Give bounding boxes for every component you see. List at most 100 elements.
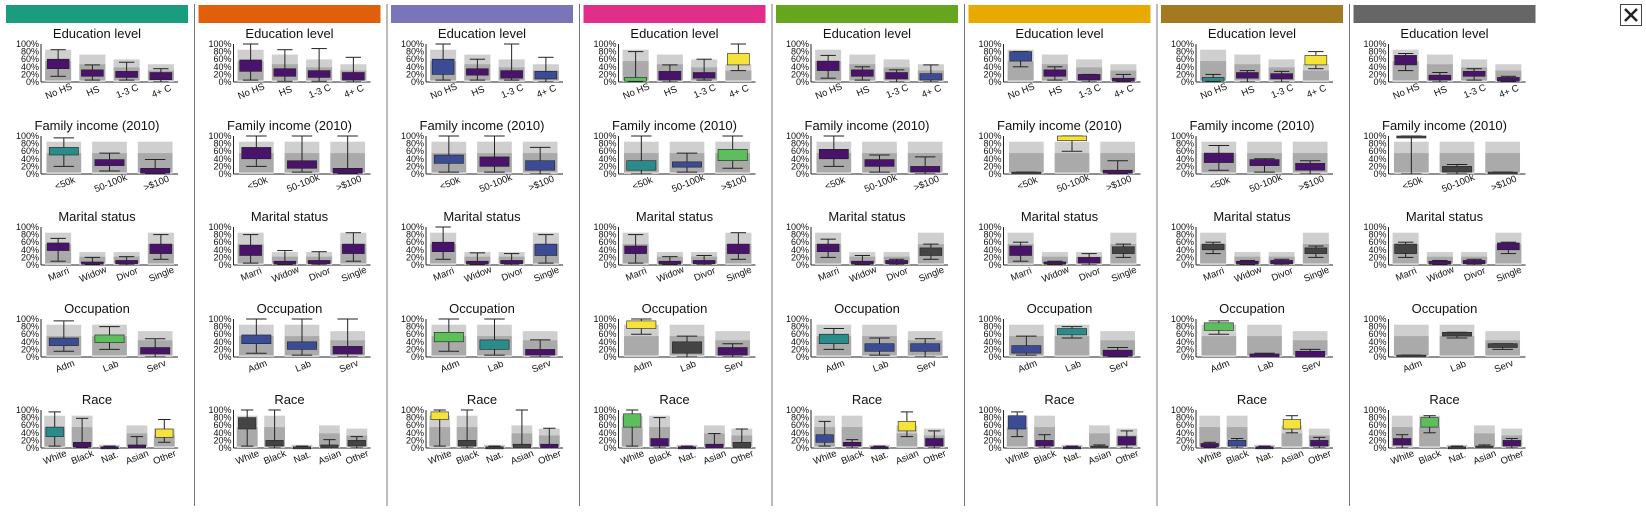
highlight-box (1429, 261, 1451, 264)
category-label: Nat. (1447, 449, 1467, 466)
highlight-box (47, 59, 69, 68)
category-label: HS (1240, 84, 1256, 99)
category-label: HS (855, 84, 871, 99)
highlight-box (240, 60, 262, 71)
highlight-box (627, 321, 656, 329)
category-label: <50k (246, 175, 270, 193)
category-label: No HS (814, 81, 844, 102)
highlight-box (1201, 443, 1219, 447)
column-color-bar (199, 5, 381, 23)
highlight-box (819, 334, 848, 344)
category-label: Widow (655, 264, 686, 285)
panel-title: Marital status (828, 209, 906, 224)
category-label: Widow (1425, 264, 1456, 285)
reference-box-inner (1055, 153, 1090, 172)
highlight-box (342, 73, 364, 81)
highlight-box (1442, 332, 1471, 336)
category-label: Divor (308, 265, 333, 284)
category-label: Black (1225, 448, 1251, 467)
category-label: 4+ C (920, 83, 943, 101)
highlight-box (693, 260, 715, 263)
category-label: >$100 (912, 174, 941, 194)
category-label: >$100 (1297, 174, 1326, 194)
category-label: 4+ C (1113, 83, 1136, 101)
column-color-bar (776, 5, 958, 23)
close-button[interactable] (1620, 4, 1642, 26)
category-label: <50k (1208, 175, 1232, 193)
reference-box-inner (1440, 336, 1475, 355)
panel-title: Race (82, 392, 112, 407)
category-label: <50k (1016, 175, 1040, 193)
category-label: White (812, 448, 839, 467)
highlight-box (1397, 355, 1426, 357)
category-label: Nat. (485, 449, 505, 466)
highlight-box (1311, 440, 1329, 446)
category-label: Black (1417, 448, 1443, 467)
category-label: 1-3 C (1077, 82, 1103, 101)
panel-title: Occupation (64, 301, 130, 316)
y-tick-label: 0% (26, 77, 39, 87)
highlight-box (1044, 262, 1066, 264)
y-tick-label: 0% (411, 443, 424, 453)
category-label: >$100 (335, 174, 364, 194)
category-label: Nat. (1255, 449, 1275, 466)
highlight-box (240, 245, 262, 255)
panel-title: Marital status (251, 209, 329, 224)
category-label: Adm (54, 358, 76, 376)
category-label: 50-100k (285, 172, 321, 195)
y-tick-label: 0% (988, 352, 1001, 362)
highlight-box (706, 444, 724, 448)
highlight-box (1397, 136, 1426, 138)
highlight-box (1476, 446, 1494, 448)
highlight-box (1204, 153, 1233, 163)
category-label: <50k (823, 175, 847, 193)
category-label: >$100 (1105, 174, 1134, 194)
highlight-box (458, 440, 476, 446)
highlight-box (886, 260, 908, 263)
category-label: Black (262, 448, 288, 467)
highlight-box (625, 77, 647, 81)
panel-title: Education level (1400, 26, 1488, 41)
highlight-box (1271, 74, 1293, 79)
highlight-box (501, 260, 523, 263)
y-tick-label: 0% (1373, 260, 1386, 270)
y-tick-label: 0% (218, 77, 231, 87)
highlight-box (49, 147, 78, 155)
highlight-box (678, 447, 696, 449)
highlight-box (1057, 329, 1086, 335)
highlight-box (242, 335, 271, 344)
panel-title: Marital status (1406, 209, 1484, 224)
panel-title: Occupation (257, 301, 323, 316)
y-tick-label: 0% (1181, 77, 1194, 87)
y-tick-label: 0% (988, 77, 1001, 87)
highlight-box (1204, 323, 1233, 331)
category-label: Adm (247, 358, 269, 376)
category-label: Widow (270, 264, 301, 285)
y-tick-label: 0% (603, 260, 616, 270)
highlight-box (116, 260, 138, 263)
y-tick-label: 0% (1373, 77, 1386, 87)
highlight-box (1236, 73, 1258, 79)
highlight-box (535, 71, 557, 79)
highlight-box (1112, 247, 1134, 254)
panel-title: Race (274, 392, 304, 407)
column-color-bar (6, 5, 188, 23)
category-label: Marri (432, 266, 456, 284)
column-color-bar (969, 5, 1151, 23)
category-label: No HS (1006, 81, 1036, 102)
highlight-box (1463, 260, 1485, 263)
y-tick-label: 0% (796, 260, 809, 270)
category-label: Black (647, 448, 673, 467)
panel-title: Race (659, 392, 689, 407)
highlight-box (432, 59, 454, 74)
